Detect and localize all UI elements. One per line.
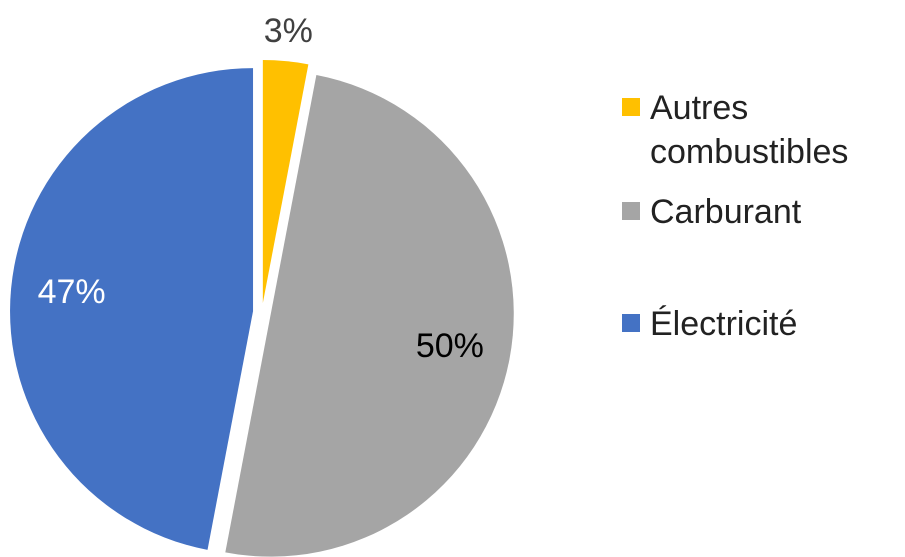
- pie-slice: [10, 68, 254, 550]
- legend-item: Autres combustibles: [622, 86, 880, 174]
- legend-item: Électricité: [622, 302, 880, 346]
- pie-slice: [262, 60, 309, 304]
- legend-item: Carburant: [622, 190, 880, 234]
- legend-swatch: [622, 202, 640, 220]
- legend-swatch: [622, 314, 640, 332]
- legend-swatch: [622, 98, 640, 116]
- data-label: 3%: [264, 12, 313, 50]
- legend-label: Carburant: [650, 193, 802, 231]
- chart: 3% 50% 47%: [10, 12, 514, 557]
- legend-label: Autres combustibles: [650, 89, 849, 171]
- pie-slice: [225, 74, 514, 557]
- legend: Autres combustibles Carburant Électricité: [622, 86, 892, 346]
- data-label: 47%: [38, 273, 106, 311]
- legend-label: Électricité: [650, 305, 798, 343]
- data-label: 50%: [416, 327, 484, 365]
